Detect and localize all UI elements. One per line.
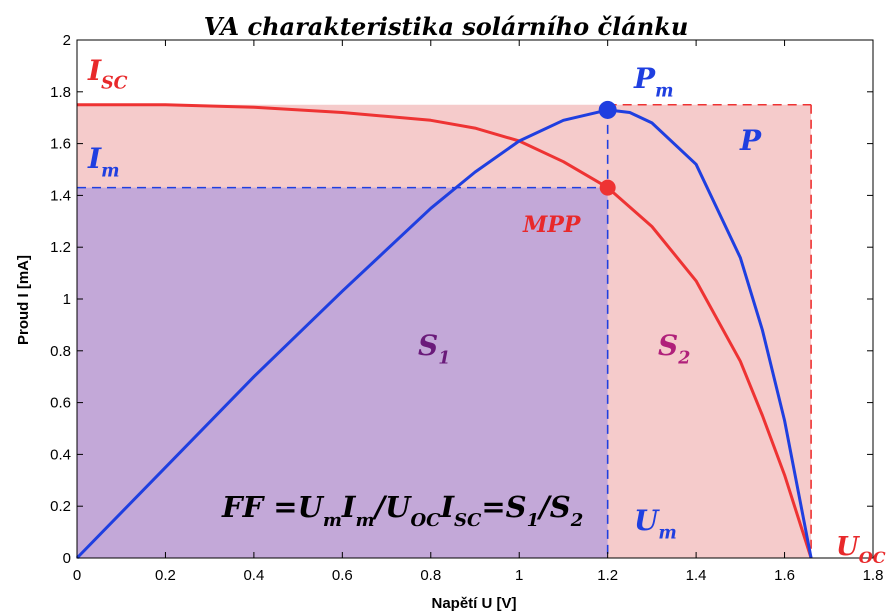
- x-tick-label: 1: [515, 567, 523, 584]
- mpp-point: [599, 179, 616, 196]
- axes: 0 0.2 0.4 0.6 0.8 1 1.2 1.4 1.6 1.8 0 0.2 0.4 0.6 0.8 1…: [50, 32, 883, 584]
- y-tick-label: 2: [63, 32, 71, 49]
- mpp-label: MPP: [522, 212, 582, 238]
- region-s1: [77, 187, 608, 558]
- y-tick-label: 0.8: [50, 343, 71, 360]
- s1-label: S1: [418, 329, 450, 368]
- annotations: ISC Im Pm P MPP S1 S2 Um UOC FF =UmIm/UOCISC=S1/S…: [87, 54, 886, 567]
- x-tick-label: 0.6: [332, 567, 353, 584]
- dashed-guides: [77, 103, 812, 558]
- x-tick-label: 0: [73, 567, 81, 584]
- ff-formula: FF =UmIm/UOCISC=S1/S2: [221, 490, 583, 531]
- y-tick-label: 0.2: [50, 498, 71, 515]
- uoc-label: UOC: [836, 532, 886, 567]
- y-tick-label: 0: [63, 550, 71, 567]
- x-tick-label: 0.4: [243, 567, 264, 584]
- x-tick-label: 1.4: [686, 567, 707, 584]
- y-axis-label: Proud I [mA]: [15, 255, 32, 345]
- im-label: Im: [87, 142, 120, 181]
- x-tick-label: 1.2: [597, 567, 618, 584]
- y-tick-label: 1.8: [50, 84, 71, 101]
- x-tick-label: 0.2: [155, 567, 176, 584]
- chart-title: VA charakteristika solárního článku: [204, 12, 689, 41]
- area-regions: [77, 104, 812, 558]
- pm-point: [598, 100, 617, 119]
- x-tick-label: 0.8: [420, 567, 441, 584]
- isc-label: ISC: [87, 54, 128, 93]
- pm-label: Pm: [633, 62, 673, 101]
- x-tick-label: 1.8: [863, 567, 884, 584]
- s2-label: S2: [658, 329, 690, 368]
- x-axis-label: Napětí U [V]: [431, 595, 516, 612]
- um-label: Um: [634, 504, 677, 543]
- series-p-line: [75, 108, 813, 560]
- y-tick-label: 0.4: [50, 446, 71, 463]
- y-tick-label: 1.6: [50, 136, 71, 153]
- series-i-line: [77, 103, 813, 559]
- y-tick-label: 1.2: [50, 239, 71, 256]
- curves: [75, 103, 813, 560]
- y-tick-label: 0.6: [50, 395, 71, 412]
- marker-points: [598, 100, 617, 196]
- y-tick-label: 1.4: [50, 187, 71, 204]
- x-tick-label: 1.6: [774, 567, 795, 584]
- p-label: P: [739, 124, 762, 157]
- y-tick-label: 1: [63, 291, 71, 308]
